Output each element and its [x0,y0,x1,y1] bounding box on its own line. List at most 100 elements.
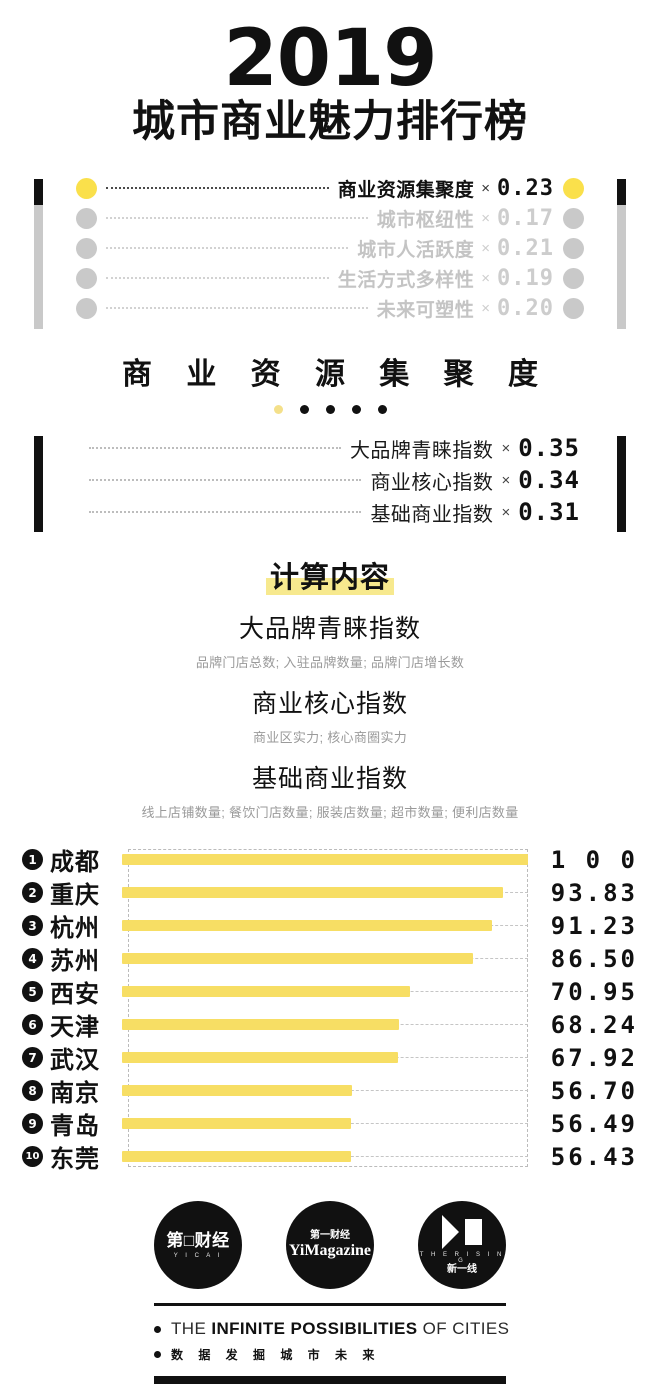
rank-row[interactable]: 9 青岛 56.49 [22,1107,638,1140]
dimension-list: 商业资源集聚度 × 0.23 城市枢纽性 × 0.17 城市人活跃度 × 0.2… [0,173,660,335]
rank-row[interactable]: 6 天津 68.24 [22,1008,638,1041]
bracket-right-icon [617,179,626,330]
calc-group-metrics: 商业区实力; 核心商圈实力 [252,730,408,746]
page-title-subtitle: 城市商业魅力排行榜 [132,97,528,146]
sub-index-label: 基础商业指数 [370,503,494,526]
leader-line [106,216,368,220]
tagline-en: THE INFINITE POSSIBILITIES OF CITIES [171,1319,510,1339]
calc-group: 基础商业指数 线上店铺数量; 餐饮门店数量; 服装店数量; 超市数量; 便利店数… [0,759,660,821]
footer: THE INFINITE POSSIBILITIES OF CITIES 数 据… [154,1303,510,1385]
dimension-label: 生活方式多样性 [337,269,475,291]
rank-row[interactable]: 4 苏州 86.50 [22,942,638,975]
rank-badge: 7 [22,1047,43,1069]
rank-badge: 1 [22,849,43,871]
dimension-row[interactable]: 生活方式多样性 × 0.19 [62,263,598,293]
leader-line [106,186,329,190]
bar-area [122,1107,528,1140]
city-name: 重庆 [50,882,100,910]
bar-area [122,909,528,942]
rank-value: 67.92 [550,1043,638,1072]
sub-index-weight: 0.34 [518,466,580,495]
times-symbol: × [501,503,511,521]
rank-row[interactable]: 8 南京 56.70 [22,1074,638,1107]
bar-area [122,1074,528,1107]
logo-rising[interactable]: T H E R I S I N G 新一线 [418,1201,506,1290]
rank-badge: 3 [22,915,43,937]
bar-area [122,1008,528,1041]
logo-yicai[interactable]: 第□财经 Y I C A I [154,1201,242,1290]
rising-mark-icon [442,1214,482,1249]
dimension-dot-icon [563,237,584,259]
bar [122,953,474,965]
rank-value: 56.49 [550,1109,638,1138]
tagline-cn: 数 据 发 掘 城 市 未 来 [171,1348,381,1363]
bar-area [122,1041,528,1074]
rank-badge: 6 [22,1014,43,1036]
rank-value: 56.70 [550,1076,638,1105]
rank-value: 68.24 [550,1010,638,1039]
rank-badge: 5 [22,981,43,1003]
city-name: 西安 [50,981,100,1009]
calc-group: 大品牌青睐指数 品牌门店总数; 入驻品牌数量; 品牌门店增长数 [0,609,660,671]
rank-badge: 2 [22,882,43,904]
rank-row[interactable]: 3 杭州 91.23 [22,909,638,942]
leader-line [89,510,362,514]
sub-index-weight: 0.31 [518,498,580,527]
leader-line [89,446,341,450]
dimension-dot-icon [563,297,584,319]
section-header: 商 业 资 源 集 聚 度 [0,349,660,415]
dimension-dot-icon [563,207,584,229]
calc-group-metrics: 线上店铺数量; 餐饮门店数量; 服装店数量; 超市数量; 便利店数量 [141,805,519,821]
bar [122,854,528,866]
dimension-row[interactable]: 城市人活跃度 × 0.21 [62,233,598,263]
sub-index-row[interactable]: 基础商业指数 × 0.31 [62,496,598,528]
leader-line [106,246,349,250]
leader-line [89,478,362,482]
bar-area [122,1140,528,1173]
rank-row[interactable]: 10 东莞 56.43 [22,1140,638,1173]
rank-value: 70.95 [550,977,638,1006]
times-symbol: × [481,299,491,317]
bar [122,1019,400,1031]
rank-row[interactable]: 7 武汉 67.92 [22,1041,638,1074]
dimension-weight: 0.17 [497,205,554,231]
rank-row[interactable]: 1 成都 1 0 0 [22,843,638,876]
sub-index-row[interactable]: 大品牌青睐指数 × 0.35 [62,432,598,464]
times-symbol: × [481,209,491,227]
dimension-label: 未来可塑性 [376,299,475,321]
rank-row[interactable]: 2 重庆 93.83 [22,876,638,909]
dimension-label: 城市人活跃度 [357,239,475,261]
times-symbol: × [481,239,491,257]
bullet-icon [154,1325,161,1333]
dimension-row[interactable]: 商业资源集聚度 × 0.23 [62,173,598,203]
city-name: 杭州 [50,915,100,943]
bracket-left-icon [34,179,43,330]
bar-area [122,975,528,1008]
rank-value: 91.23 [550,911,638,940]
calc-content-title: 计算内容 [265,554,394,596]
dimension-row[interactable]: 城市枢纽性 × 0.17 [62,203,598,233]
sub-index-list: 大品牌青睐指数 × 0.35 商业核心指数 × 0.34 基础商业指数 × 0.… [0,432,660,540]
dimension-row[interactable]: 未来可塑性 × 0.20 [62,293,598,323]
dimension-dot-icon [76,207,97,229]
dimension-weight: 0.20 [497,295,554,321]
city-name: 东莞 [50,1146,100,1174]
sub-index-label: 商业核心指数 [370,471,494,494]
bracket-left-icon [34,436,43,533]
calc-group: 商业核心指数 商业区实力; 核心商圈实力 [0,684,660,746]
bar [122,986,411,998]
bracket-right-icon [617,436,626,533]
rank-value: 86.50 [550,944,638,973]
logo-row: 第□财经 Y I C A I 第一财经 YiMagazine T H E R I… [0,1201,660,1290]
sub-index-row[interactable]: 商业核心指数 × 0.34 [62,464,598,496]
bar [122,887,503,899]
sub-index-label: 大品牌青睐指数 [349,439,494,462]
rank-row[interactable]: 5 西安 70.95 [22,975,638,1008]
bullet-icon [154,1351,161,1359]
divider-bottom [154,1376,506,1385]
leader-line [106,276,329,280]
rank-chart: 1 成都 1 0 0 2 重庆 93.83 3 杭州 91.23 4 苏州 86.50 5 西安 70.95… [0,843,660,1173]
section-title: 商 业 资 源 集 聚 度 [121,358,551,392]
city-name: 青岛 [50,1113,100,1141]
logo-yimagazine[interactable]: 第一财经 YiMagazine [286,1201,374,1290]
